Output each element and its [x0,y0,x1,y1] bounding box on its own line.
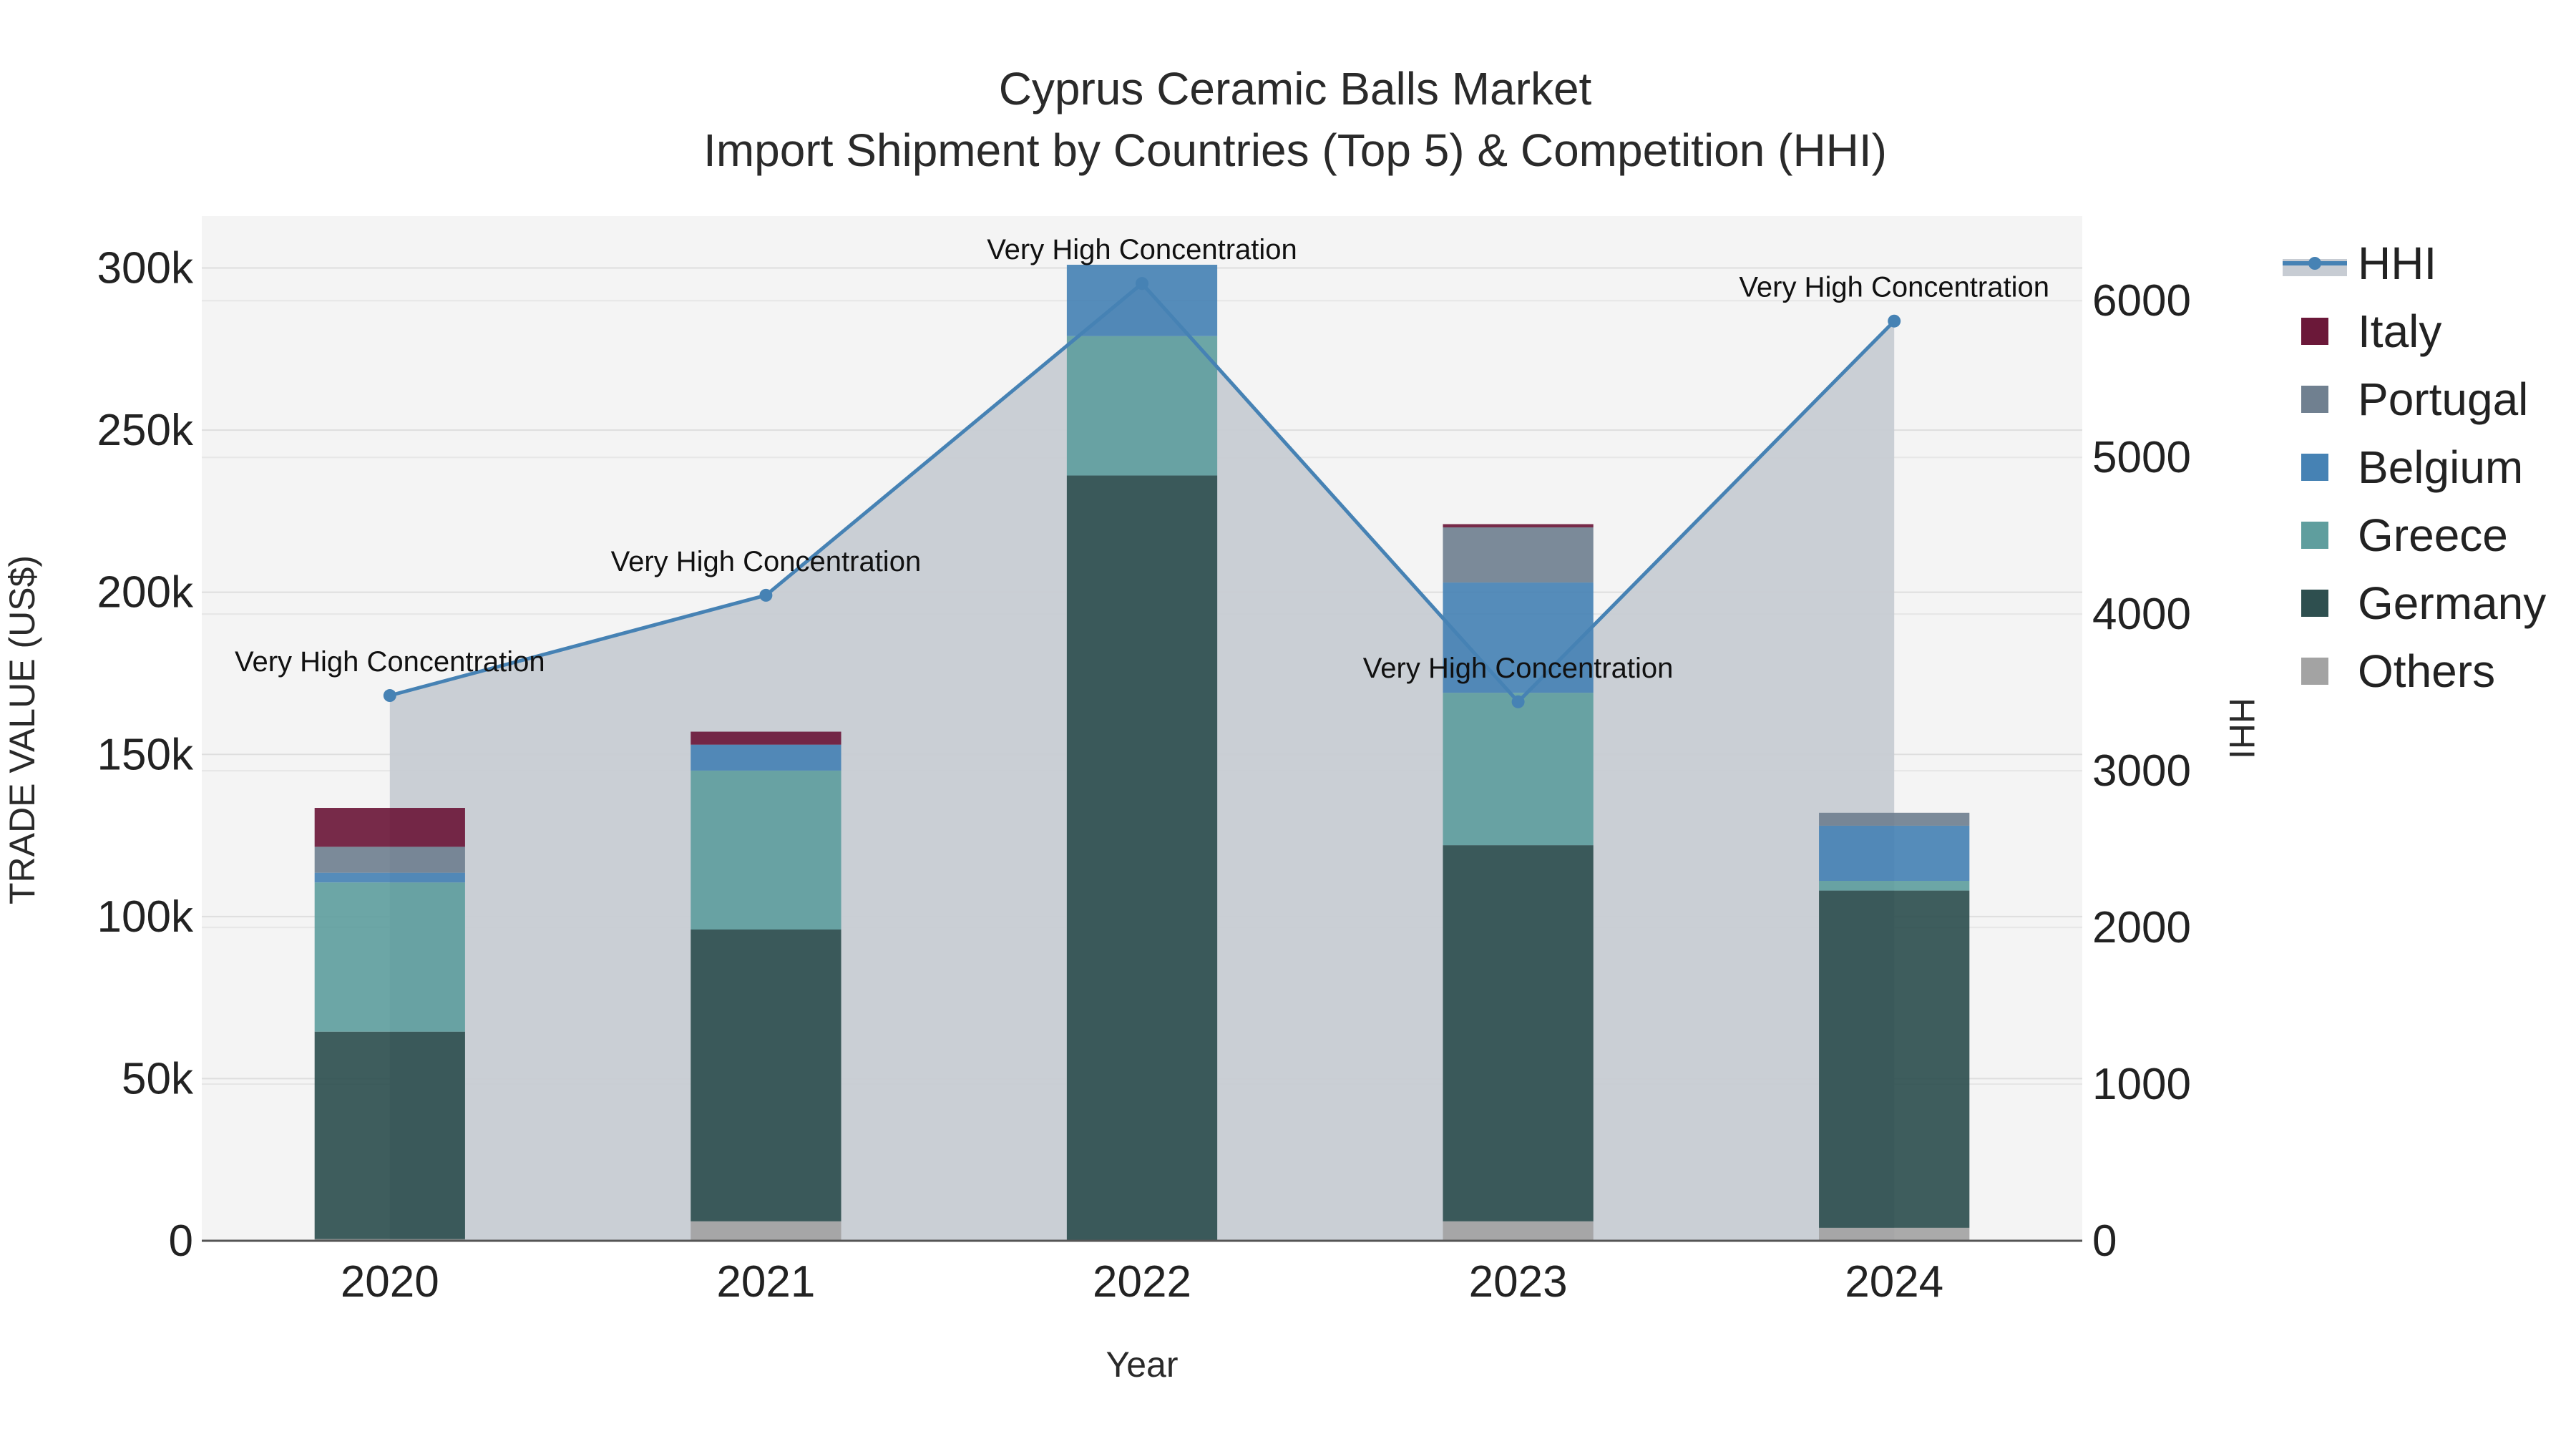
bar-greece-2021 [691,770,841,930]
bar-germany-2022 [1066,475,1218,1241]
bar-belgium-2024 [1819,825,1970,881]
y2-tick-label: 4000 [2092,590,2191,639]
y-axis-ticks: 0 50k 100k 150k 200k 250k 300k [97,244,194,1266]
legend: HHI Italy Portugal Belgium Greece Germany Othe… [2283,238,2546,697]
legend-swatch-italy [2301,318,2328,345]
y2-axis-title: HHI [2222,698,2262,759]
y-tick-label: 300k [97,244,194,293]
y2-axis-ticks: 0 1000 2000 3000 4000 5000 6000 [2092,276,2191,1266]
x-axis-ticks: 2020 2021 2022 2023 2024 [341,1257,1943,1307]
hhi-line-layer [383,277,1901,708]
y2-tick-label: 1000 [2092,1060,2191,1109]
legend-label-portugal: Portugal [2358,374,2528,425]
bar-germany-2021 [691,929,841,1221]
hhi-annotation: Very High Concentration [987,234,1297,265]
legend-swatch-others [2301,658,2328,685]
bar-italy-2021 [691,731,841,745]
x-tick-label: 2024 [1845,1257,1943,1307]
bar-portugal-2023 [1443,527,1594,583]
bar-italy-2020 [314,808,465,847]
legend-label-greece: Greece [2358,509,2508,561]
bar-germany-2023 [1443,845,1594,1221]
legend-label-italy: Italy [2358,306,2441,357]
hhi-annotation: Very High Concentration [1363,653,1674,684]
hhi-annotation: Very High Concentration [235,646,545,678]
chart-subtitle: Import Shipment by Countries (Top 5) & C… [703,125,1887,176]
x-tick-label: 2020 [341,1257,439,1307]
y-tick-label: 0 [169,1216,193,1266]
bar-portugal-2024 [1819,812,1970,826]
x-tick-label: 2021 [716,1257,815,1307]
y-tick-label: 150k [97,730,194,779]
bar-greece-2020 [314,882,465,1032]
bars [314,264,1970,1241]
bar-others-2021 [691,1221,841,1241]
bar-germany-2020 [314,1031,465,1239]
legend-swatch-germany [2301,590,2328,617]
hhi-point [1511,695,1525,708]
bar-greece-2024 [1819,880,1970,891]
legend-swatch-belgium [2301,454,2328,481]
x-axis-title: Year [1106,1345,1178,1385]
bar-greece-2023 [1443,693,1594,846]
chart-title: Cyprus Ceramic Balls Market [999,63,1592,114]
y-tick-label: 200k [97,568,194,618]
y-tick-label: 100k [97,892,194,942]
bar-belgium-2020 [314,872,465,883]
hhi-annotation: Very High Concentration [611,546,922,577]
y-axis-title: TRADE VALUE (US$) [2,555,42,904]
y2-tick-label: 6000 [2092,276,2191,326]
y-tick-label: 250k [97,406,194,455]
hhi-annotation: Very High Concentration [1739,272,2049,303]
hhi-point [1888,314,1901,328]
hhi-point [383,689,396,703]
y2-tick-label: 0 [2092,1216,2117,1266]
y-tick-label: 50k [122,1054,194,1103]
bar-portugal-2020 [314,847,465,873]
legend-label-hhi: HHI [2358,238,2436,289]
y2-tick-label: 5000 [2092,433,2191,482]
legend-label-germany: Germany [2358,577,2546,629]
y2-tick-label: 3000 [2092,746,2191,796]
bar-greece-2022 [1066,336,1218,476]
x-tick-label: 2023 [1469,1257,1568,1307]
legend-hhi-marker [2308,257,2321,270]
hhi-point [759,588,773,602]
bar-belgium-2021 [691,744,841,771]
legend-label-others: Others [2358,645,2495,697]
legend-label-belgium: Belgium [2358,441,2523,493]
bar-others-2024 [1819,1227,1970,1241]
hhi-annotations: Very High Concentration Very High Concent… [235,234,2049,684]
y2-tick-label: 2000 [2092,903,2191,952]
hhi-point [1136,277,1148,291]
bar-others-2023 [1443,1221,1594,1241]
x-tick-label: 2022 [1093,1257,1191,1307]
bar-germany-2024 [1819,890,1970,1228]
legend-swatch-portugal [2301,386,2328,413]
bar-belgium-2023 [1443,582,1594,693]
legend-swatch-greece [2301,522,2328,549]
bar-italy-2023 [1443,524,1594,528]
